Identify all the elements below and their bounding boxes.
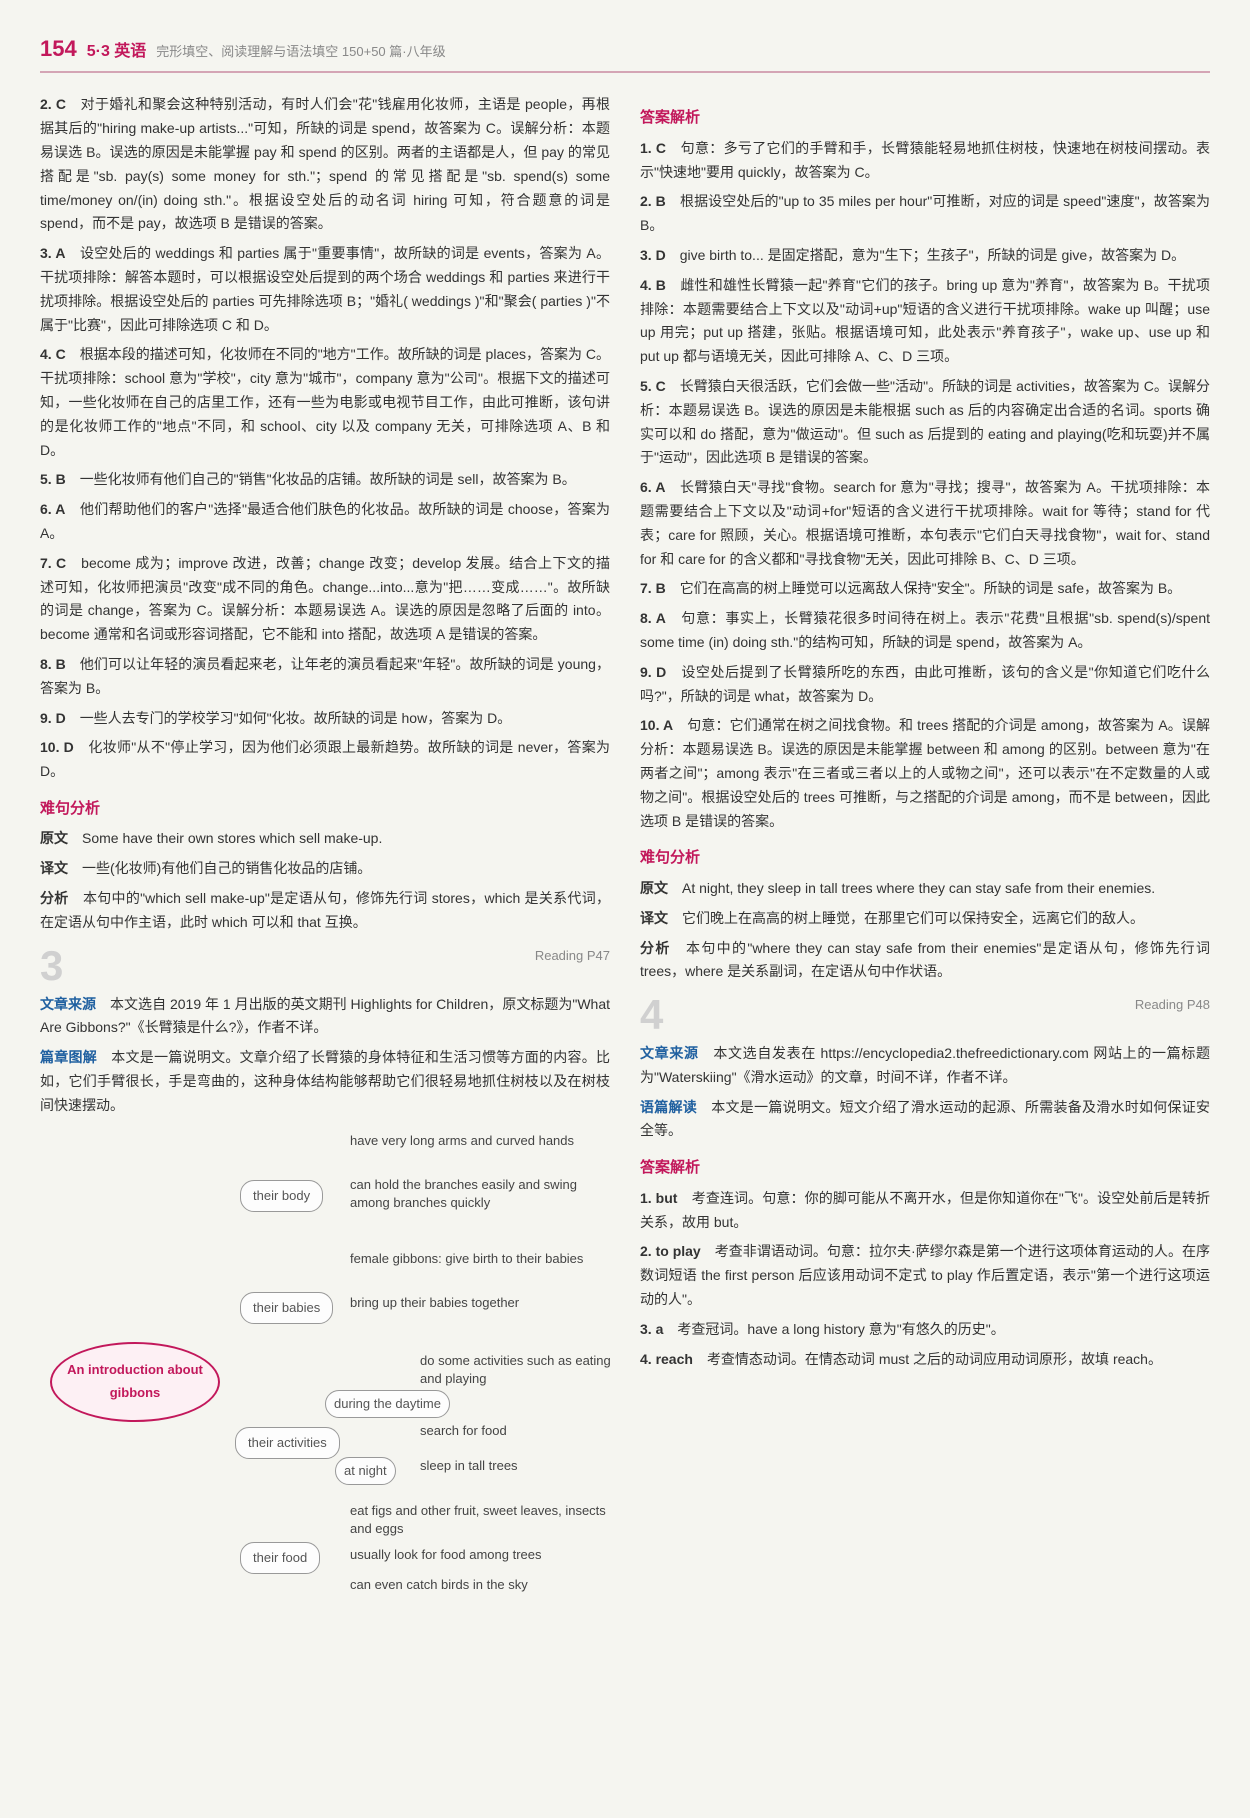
section-4-header: 4 Reading P48 <box>640 994 1210 1036</box>
answer-item: 6. A 他们帮助他们的客户"选择"最适合他们肤色的化妆品。故所缺的词是 cho… <box>40 498 610 546</box>
answer-item: 8. B 他们可以让年轻的演员看起来老，让年老的演员看起来"年轻"。故所缺的词是… <box>40 653 610 701</box>
hard-translation-right: 译文 它们晚上在高高的树上睡觉，在那里它们可以保持安全，远离它们的敌人。 <box>640 907 1210 931</box>
answer-item: 3. a 考查冠词。have a long history 意为"有悠久的历史"… <box>640 1318 1210 1342</box>
section-3-header: 3 Reading P47 <box>40 945 610 987</box>
sub-daytime: during the daytime <box>325 1390 450 1418</box>
answer-analysis-title: 答案解析 <box>640 105 1210 131</box>
answer-item: 10. D 化妆师"从不"停止学习，因为他们必须跟上最新趋势。故所缺的词是 ne… <box>40 736 610 784</box>
leaf: eat figs and other fruit, sweet leaves, … <box>350 1502 620 1538</box>
leaf: search for food <box>420 1422 620 1440</box>
hard-analysis-right: 分析 本句中的"where they can stay safe from th… <box>640 937 1210 985</box>
leaf: can hold the branches easily and swing a… <box>350 1176 620 1212</box>
answer-item: 9. D 设空处后提到了长臂猿所吃的东西，由此可推断，该句的含义是"你知道它们吃… <box>640 661 1210 709</box>
article-source: 文章来源 本文选自 2019 年 1 月出版的英文期刊 Highlights f… <box>40 993 610 1041</box>
reading-page-tag: Reading P47 <box>535 945 610 967</box>
sub-night: at night <box>335 1457 396 1485</box>
leaf: bring up their babies together <box>350 1294 620 1312</box>
answer-item: 4. reach 考查情态动词。在情态动词 must 之后的动词应用动词原形，故… <box>640 1348 1210 1372</box>
answer-list-right: 1. C 句意：多亏了它们的手臂和手，长臂猿能轻易地抓住树枝，快速地在树枝间摆动… <box>640 137 1210 834</box>
reading-page-tag: Reading P48 <box>1135 994 1210 1016</box>
hard-sentence-title: 难句分析 <box>40 796 610 822</box>
hard-analysis: 分析 本句中的"which sell make-up"是定语从句，修饰先行词 s… <box>40 887 610 935</box>
mindmap-diagram: An introduction about gibbons their body… <box>40 1132 610 1612</box>
answer-item: 4. B 雌性和雄性长臂猿一起"养育"它们的孩子。bring up 意为"养育"… <box>640 274 1210 369</box>
book-subtitle: 完形填空、阅读理解与语法填空 150+50 篇·八年级 <box>156 41 445 63</box>
branch-body: their body <box>240 1180 323 1212</box>
answer-list: 2. C 对于婚礼和聚会这种特别活动，有时人们会"花"钱雇用化妆师，主语是 pe… <box>40 93 610 784</box>
leaf: have very long arms and curved hands <box>350 1132 620 1150</box>
branch-food: their food <box>240 1542 320 1574</box>
branch-babies: their babies <box>240 1292 333 1324</box>
article-read: 语篇解读 本文是一篇说明文。短文介绍了滑水运动的起源、所需装备及滑水时如何保证安… <box>640 1096 1210 1144</box>
leaf: can even catch birds in the sky <box>350 1576 620 1594</box>
section-number: 3 <box>40 945 63 987</box>
left-column: 2. C 对于婚礼和聚会这种特别活动，有时人们会"花"钱雇用化妆师，主语是 pe… <box>40 93 610 1611</box>
hard-original-right: 原文 At night, they sleep in tall trees wh… <box>640 877 1210 901</box>
mindmap-root: An introduction about gibbons <box>50 1342 220 1422</box>
answer-item: 2. C 对于婚礼和聚会这种特别活动，有时人们会"花"钱雇用化妆师，主语是 pe… <box>40 93 610 236</box>
answer-item: 10. A 句意：它们通常在树之间找食物。和 trees 搭配的介词是 amon… <box>640 714 1210 833</box>
answer-item: 5. B 一些化妆师有他们自己的"销售"化妆品的店铺。故所缺的词是 sell，故… <box>40 468 610 492</box>
leaf: female gibbons: give birth to their babi… <box>350 1250 620 1268</box>
answer-item: 2. B 根据设空处后的"up to 35 miles per hour"可推断… <box>640 190 1210 238</box>
answer-item: 3. A 设空处后的 weddings 和 parties 属于"重要事情"，故… <box>40 242 610 337</box>
hard-original: 原文 Some have their own stores which sell… <box>40 827 610 851</box>
leaf: usually look for food among trees <box>350 1546 620 1564</box>
answer-item: 8. A 句意：事实上，长臂猿花很多时间待在树上。表示"花费"且根据"sb. s… <box>640 607 1210 655</box>
leaf: do some activities such as eating and pl… <box>420 1352 620 1388</box>
content-columns: 2. C 对于婚礼和聚会这种特别活动，有时人们会"花"钱雇用化妆师，主语是 pe… <box>40 93 1210 1611</box>
leaf: sleep in tall trees <box>420 1457 620 1475</box>
answer-item: 7. B 它们在高高的树上睡觉可以远离敌人保持"安全"。所缺的词是 safe，故… <box>640 577 1210 601</box>
hard-translation: 译文 一些(化妆师)有他们自己的销售化妆品的店铺。 <box>40 857 610 881</box>
page-number: 154 <box>40 30 77 67</box>
article-source: 文章来源 本文选自发表在 https://encyclopedia2.thefr… <box>640 1042 1210 1090</box>
right-column: 答案解析 1. C 句意：多亏了它们的手臂和手，长臂猿能轻易地抓住树枝，快速地在… <box>640 93 1210 1611</box>
article-outline: 篇章图解 本文是一篇说明文。文章介绍了长臂猿的身体特征和生活习惯等方面的内容。比… <box>40 1046 610 1117</box>
answer-item: 1. C 句意：多亏了它们的手臂和手，长臂猿能轻易地抓住树枝，快速地在树枝间摆动… <box>640 137 1210 185</box>
page-header: 154 5·3 英语 完形填空、阅读理解与语法填空 150+50 篇·八年级 <box>40 30 1210 73</box>
section-number: 4 <box>640 994 663 1036</box>
branch-activities: their activities <box>235 1427 340 1459</box>
answer-item: 6. A 长臂猿白天"寻找"食物。search for 意为"寻找；搜寻"，故答… <box>640 476 1210 571</box>
answer-item: 1. but 考查连词。句意：你的脚可能从不离开水，但是你知道你在"飞"。设空处… <box>640 1187 1210 1235</box>
answer-analysis-title-4: 答案解析 <box>640 1155 1210 1181</box>
book-title: 5·3 英语 <box>87 38 147 65</box>
answer-item: 3. D give birth to... 是固定搭配，意为"生下；生孩子"，所… <box>640 244 1210 268</box>
answer-item: 9. D 一些人去专门的学校学习"如何"化妆。故所缺的词是 how，答案为 D。 <box>40 707 610 731</box>
answer-item: 5. C 长臂猿白天很活跃，它们会做一些"活动"。所缺的词是 activitie… <box>640 375 1210 470</box>
hard-sentence-title-right: 难句分析 <box>640 845 1210 871</box>
answer-item: 7. C become 成为；improve 改进，改善；change 改变；d… <box>40 552 610 647</box>
answer-item: 4. C 根据本段的描述可知，化妆师在不同的"地方"工作。故所缺的词是 plac… <box>40 343 610 462</box>
answer-item: 2. to play 考查非谓语动词。句意：拉尔夫·萨缪尔森是第一个进行这项体育… <box>640 1240 1210 1311</box>
